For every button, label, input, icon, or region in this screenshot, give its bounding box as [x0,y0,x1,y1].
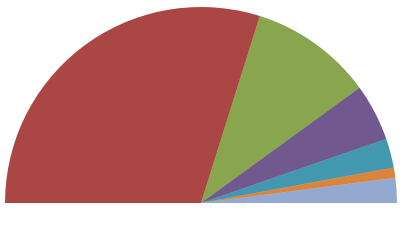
pie-slice [5,7,260,203]
pie-slice [201,87,387,203]
pie-slice [201,138,394,203]
pie-slice [201,16,360,203]
pie-slice [201,177,397,203]
page: (() => { const data = JSON.parse(documen… [5,7,397,203]
pie-slice [201,167,396,203]
chart [5,7,397,203]
